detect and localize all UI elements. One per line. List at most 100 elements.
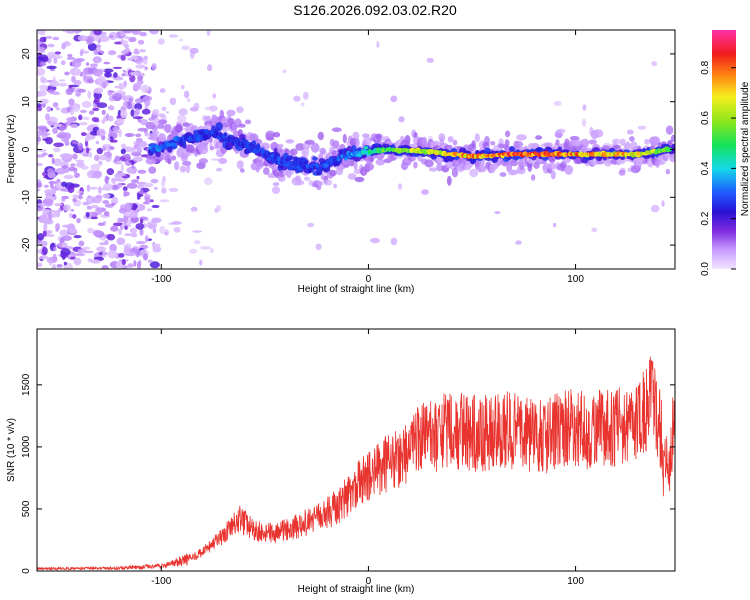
spectrogram-noise-blob bbox=[87, 174, 91, 178]
spectrogram-y-tick-label: 0 bbox=[21, 146, 32, 152]
spectrogram-noise-blob bbox=[98, 35, 110, 43]
spectrogram-ridge-core bbox=[277, 156, 281, 162]
spectrogram-ridge-halo bbox=[354, 176, 365, 183]
spectrogram-ridge-halo bbox=[644, 138, 650, 145]
spectrogram-noise-blob bbox=[72, 141, 79, 145]
spectrogram-noise-blob bbox=[123, 80, 127, 87]
spectrogram-noise-blob bbox=[120, 110, 128, 119]
spectrogram-noise-blob bbox=[157, 38, 165, 45]
spectrogram-noise-blob bbox=[135, 240, 146, 245]
spectrogram-x-tick-label: -100 bbox=[151, 274, 171, 285]
spectrogram-noise-blob bbox=[214, 208, 219, 213]
spectrogram-ridge-halo bbox=[256, 162, 265, 167]
spectrogram-noise-blob bbox=[86, 147, 90, 154]
spectrogram-ridge-mid bbox=[286, 155, 294, 161]
spectrogram-noise-blob bbox=[37, 30, 46, 36]
spectrogram-ridge-halo bbox=[148, 166, 157, 174]
spectrogram-ridge-halo bbox=[152, 117, 161, 126]
spectrogram-noise-blob bbox=[285, 139, 295, 144]
spectrogram-ridge-halo bbox=[588, 139, 597, 145]
spectrogram-ridge-core bbox=[291, 164, 297, 169]
spectrogram-noise-blob bbox=[553, 100, 562, 107]
spectrogram-noise-blob bbox=[118, 128, 122, 138]
spectrogram-noise-blob bbox=[42, 246, 48, 255]
spectrogram-noise-blob bbox=[78, 114, 83, 121]
spectrogram-noise-blob bbox=[79, 109, 87, 113]
spectrogram-noise-blob bbox=[125, 133, 132, 138]
spectrogram-noise-blob bbox=[122, 186, 128, 192]
spectrogram-noise-blob bbox=[159, 199, 170, 203]
spectrogram-ridge-halo bbox=[209, 145, 215, 151]
spectrogram-ridge-halo bbox=[474, 133, 480, 143]
spectrogram-noise-blob bbox=[134, 98, 144, 104]
spectrogram-noise-blob bbox=[130, 165, 136, 169]
spectrogram-noise-blob bbox=[72, 198, 77, 203]
spectrogram-noise-blob bbox=[141, 108, 151, 115]
spectrogram-ridge-halo bbox=[657, 160, 666, 165]
spectrogram-noise-blob bbox=[37, 103, 42, 108]
spectrogram-ridge-halo bbox=[635, 157, 644, 167]
spectrogram-noise-blob bbox=[189, 106, 199, 112]
spectrogram-y-tick-label: -10 bbox=[21, 190, 32, 205]
spectrogram-noise-blob bbox=[390, 237, 398, 246]
spectrogram-noise-blob bbox=[106, 168, 115, 176]
spectrogram-y-tick-label: 10 bbox=[21, 96, 32, 108]
spectrogram-noise-blob bbox=[90, 163, 101, 171]
spectrogram-ridge-halo bbox=[317, 180, 324, 187]
spectrogram-noise-blob bbox=[120, 54, 126, 61]
spectrogram-noise-blob bbox=[133, 141, 137, 145]
spectrogram-noise-blob bbox=[159, 225, 166, 235]
spectrogram-ridge-layer bbox=[146, 97, 675, 191]
spectrogram-noise-blob bbox=[72, 104, 81, 112]
spectrogram-ridge-halo bbox=[593, 129, 604, 138]
spectrogram-ridge-halo bbox=[424, 159, 434, 168]
spectrogram-noise-blob bbox=[63, 261, 68, 266]
spectrogram-noise-blob bbox=[98, 160, 103, 166]
spectrogram-noise-blob bbox=[72, 214, 77, 219]
spectrogram-noise-blob bbox=[76, 191, 85, 194]
spectrogram-ridge-halo bbox=[167, 158, 172, 165]
spectrogram-noise-blob bbox=[60, 251, 69, 259]
spectrogram-noise-blob bbox=[50, 209, 57, 218]
spectrogram-noise-blob bbox=[87, 195, 91, 199]
spectrogram-noise-blob bbox=[67, 53, 73, 58]
spectrogram-noise-blob bbox=[63, 204, 71, 212]
spectrogram-noise-blob bbox=[192, 230, 203, 233]
spectrogram-noise-blob bbox=[107, 105, 115, 111]
spectrogram-noise-blob bbox=[117, 172, 126, 177]
spectrogram-ridge-halo bbox=[451, 167, 459, 178]
spectrogram-noise-blob bbox=[90, 259, 101, 264]
spectrogram-noise-blob bbox=[168, 187, 179, 192]
spectrogram-noise-blob bbox=[37, 188, 41, 192]
spectrogram-noise-blob bbox=[494, 211, 501, 215]
spectrogram-noise-blob bbox=[146, 208, 153, 212]
spectrogram-noise-blob bbox=[159, 88, 166, 93]
spectrogram-ridge-halo bbox=[157, 123, 165, 129]
spectrogram-noise-blob bbox=[56, 264, 63, 268]
spectrogram-noise-blob bbox=[70, 256, 76, 260]
spectrogram-noise-blob bbox=[184, 90, 190, 99]
spectrogram-noise-blob bbox=[45, 35, 53, 40]
spectrogram-noise-blob bbox=[124, 47, 131, 53]
spectrogram-ridge-halo bbox=[272, 132, 281, 138]
spectrogram-noise-blob bbox=[397, 183, 403, 190]
spectrogram-ridge-halo bbox=[428, 167, 438, 172]
spectrogram-noise-blob bbox=[64, 136, 69, 145]
spectrogram-noise-blob bbox=[65, 30, 76, 34]
spectrogram-noise-blob bbox=[37, 141, 40, 145]
spectrogram-noise-blob bbox=[111, 130, 120, 134]
spectrogram-ridge-core bbox=[323, 163, 329, 168]
chart-title: S126.2026.092.03.02.R20 bbox=[293, 2, 457, 18]
spectrogram-ridge-core bbox=[223, 132, 228, 138]
spectrogram-noise-blob bbox=[67, 184, 75, 194]
spectrogram-noise-blob bbox=[133, 30, 140, 34]
snr-x-tick-label: 100 bbox=[567, 576, 584, 587]
colorbar-ticks: 0.0 0.2 0.4 0.6 0.8 bbox=[700, 60, 736, 276]
spectrogram-noise-blob bbox=[40, 61, 47, 67]
spectrogram-noise-blob bbox=[308, 179, 313, 186]
spectrogram-noise-blob bbox=[70, 123, 79, 129]
spectrogram-noise-blob bbox=[116, 237, 126, 245]
snr-x-tick-label: -100 bbox=[151, 576, 171, 587]
spectrogram-noise-blob bbox=[93, 30, 102, 36]
spectrogram-ridge-halo bbox=[244, 119, 252, 125]
